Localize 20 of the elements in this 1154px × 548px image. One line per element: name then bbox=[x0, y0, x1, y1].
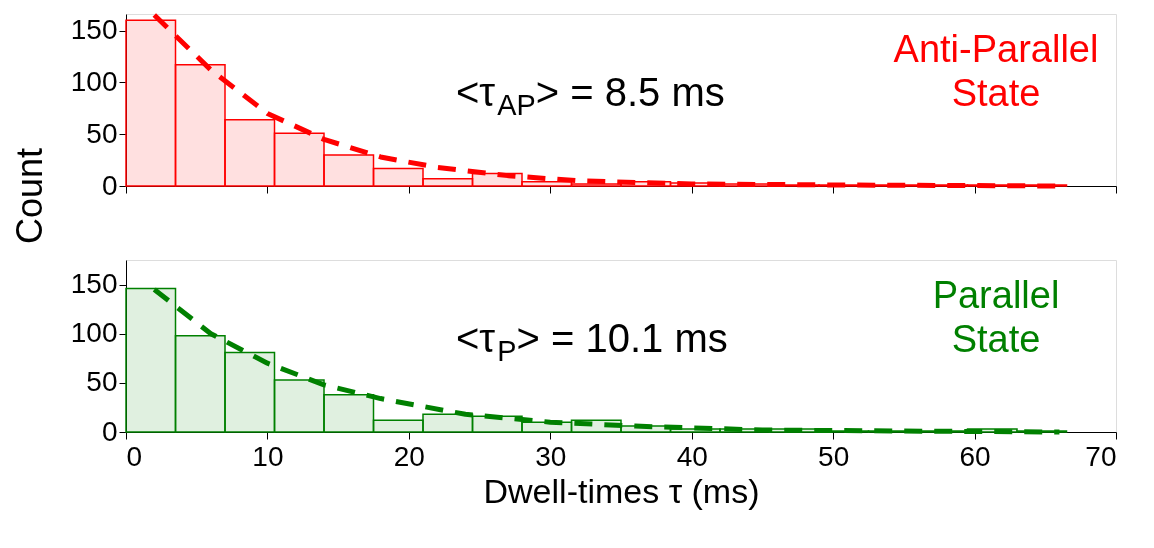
x-tick-label: 20 bbox=[393, 440, 425, 472]
y-tick-label: 150 bbox=[70, 268, 118, 300]
y-tick-label: 100 bbox=[70, 317, 118, 349]
annotation: Anti-Parallel State bbox=[893, 28, 1099, 114]
y-tick-label: 100 bbox=[70, 65, 118, 97]
x-axis-title: Dwell-times τ (ms) bbox=[483, 471, 760, 510]
x-tick-label: 50 bbox=[818, 440, 850, 472]
y-tick-label: 150 bbox=[70, 14, 118, 46]
y-axis-title: Count bbox=[9, 147, 50, 245]
annotation: Parallel State bbox=[932, 274, 1060, 360]
y-tick-label: 50 bbox=[86, 366, 118, 398]
x-tick-label: 40 bbox=[676, 440, 708, 472]
x-tick-label: 60 bbox=[959, 440, 991, 472]
y-tick-label: 50 bbox=[86, 117, 118, 149]
x-tick-label: 10 bbox=[252, 440, 284, 472]
x-tick-label: 30 bbox=[535, 440, 567, 472]
x-tick-label: 0 bbox=[126, 440, 143, 472]
y-tick-label: 0 bbox=[101, 169, 118, 201]
y-tick-label: 0 bbox=[101, 415, 118, 447]
x-tick-label: 70 bbox=[1085, 440, 1117, 472]
